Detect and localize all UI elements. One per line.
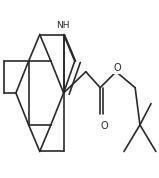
Text: NH: NH xyxy=(56,21,69,30)
Text: O: O xyxy=(100,121,108,131)
Text: O: O xyxy=(113,63,121,73)
